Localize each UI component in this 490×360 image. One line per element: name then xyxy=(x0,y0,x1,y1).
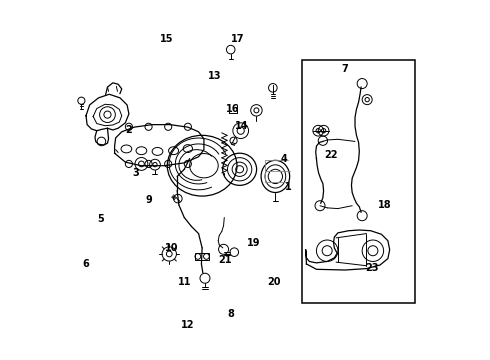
Text: 10: 10 xyxy=(165,243,178,253)
Text: 6: 6 xyxy=(83,259,89,269)
Text: 20: 20 xyxy=(267,277,280,287)
Text: 17: 17 xyxy=(231,34,245,44)
Text: 3: 3 xyxy=(133,168,140,178)
Bar xyxy=(195,252,209,260)
Text: 12: 12 xyxy=(181,320,195,330)
Text: 1: 1 xyxy=(285,182,291,192)
Text: 16: 16 xyxy=(226,104,239,113)
Text: 21: 21 xyxy=(219,255,232,265)
Text: 19: 19 xyxy=(247,238,261,248)
Text: 18: 18 xyxy=(377,200,391,210)
Text: 5: 5 xyxy=(97,214,104,224)
Text: 13: 13 xyxy=(208,71,221,81)
Bar xyxy=(302,60,415,303)
Text: 8: 8 xyxy=(227,309,234,319)
Text: 4: 4 xyxy=(281,154,288,163)
Text: 11: 11 xyxy=(177,277,191,287)
Text: 2: 2 xyxy=(125,125,132,135)
Text: 23: 23 xyxy=(365,262,379,273)
Text: 9: 9 xyxy=(145,195,152,204)
Text: 14: 14 xyxy=(235,121,248,131)
Text: 7: 7 xyxy=(342,64,348,74)
Text: 22: 22 xyxy=(324,150,338,160)
Text: 15: 15 xyxy=(160,34,173,44)
